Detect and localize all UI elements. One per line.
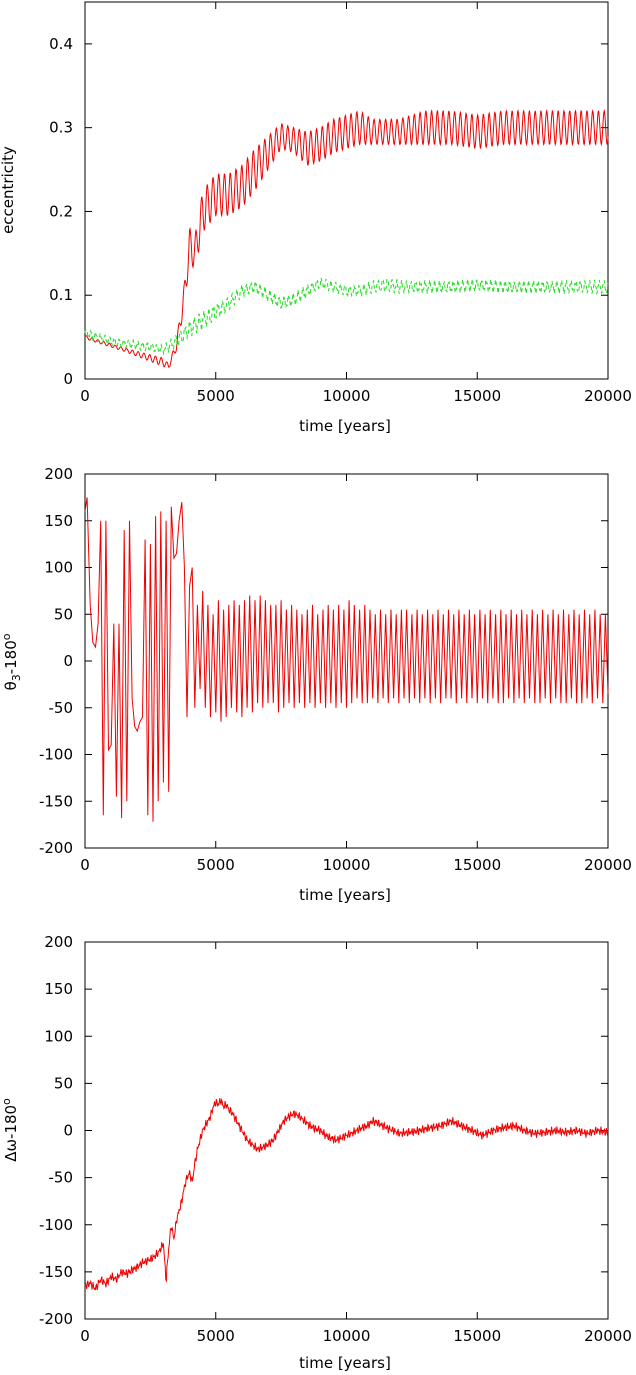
x-tick-label: 10000: [323, 856, 371, 874]
panel-1-ylabel: θ3-180o: [0, 633, 23, 690]
x-tick-label: 15000: [453, 1327, 501, 1345]
y-tick-label: -200: [39, 1310, 73, 1328]
y-tick-label: -200: [39, 839, 73, 857]
y-tick-label: 0.3: [49, 119, 73, 137]
y-tick-label: 50: [54, 1074, 73, 1092]
y-tick-label: -50: [49, 699, 74, 717]
eccentricity-chart: eccentricity time [years] 0 5000 10000 1500…: [0, 1, 632, 435]
x-tick-label: 5000: [197, 387, 235, 405]
panel-1-xlabel: time [years]: [299, 886, 391, 904]
y-tick-label: 150: [44, 980, 73, 998]
y-tick-label: 150: [44, 512, 73, 530]
theta3-chart: θ3-180o time [years] 0 5000 10000 15000 2000…: [0, 465, 632, 904]
x-tick-label: 20000: [584, 387, 632, 405]
x-tick-label: 0: [80, 856, 90, 874]
y-tick-label: -150: [39, 792, 73, 810]
y-tick-label: -100: [39, 746, 73, 764]
x-tick-label: 5000: [197, 856, 235, 874]
panel-0-xlabel: time [years]: [299, 417, 391, 435]
panel-0-ylabel: eccentricity: [0, 146, 17, 234]
panel-2-ylabel: Δω-180o: [0, 1098, 20, 1162]
x-tick-label: 10000: [323, 1327, 371, 1345]
y-tick-label: 100: [44, 559, 73, 577]
y-tick-label: 0: [63, 1122, 73, 1140]
panel-0-series-0-line: [84, 108, 609, 368]
y-tick-label: 0.4: [49, 35, 73, 53]
y-tick-label: -150: [39, 1263, 73, 1281]
y-tick-label: 0.1: [49, 286, 73, 304]
y-tick-label: 200: [44, 465, 73, 483]
x-tick-label: 0: [80, 1327, 90, 1345]
x-tick-label: 0: [80, 387, 90, 405]
x-tick-label: 10000: [323, 387, 371, 405]
panel-1-frame: [84, 473, 609, 849]
y-tick-label: 0.2: [49, 202, 73, 220]
x-tick-label: 5000: [197, 1327, 235, 1345]
x-tick-label: 20000: [584, 856, 632, 874]
delta-omega-chart: Δω-180o time [years] 0 5000 10000 15000 2000…: [0, 933, 632, 1372]
panel-2-series-0-line: [84, 1097, 609, 1291]
y-tick-label: -100: [39, 1216, 73, 1234]
y-tick-label: 100: [44, 1027, 73, 1045]
x-tick-label: 15000: [453, 387, 501, 405]
y-tick-label: 0: [63, 652, 73, 670]
panel-0-frame: [84, 1, 609, 380]
y-tick-label: 50: [54, 605, 73, 623]
y-tick-label: -50: [49, 1169, 74, 1187]
panel-0-series-1-line: [84, 277, 609, 356]
y-tick-label: 0: [63, 370, 73, 388]
x-tick-label: 20000: [584, 1327, 632, 1345]
x-tick-label: 15000: [453, 856, 501, 874]
panel-1-series-0-line: [84, 497, 609, 822]
y-tick-label: 200: [44, 933, 73, 951]
panel-2-xlabel: time [years]: [299, 1354, 391, 1372]
